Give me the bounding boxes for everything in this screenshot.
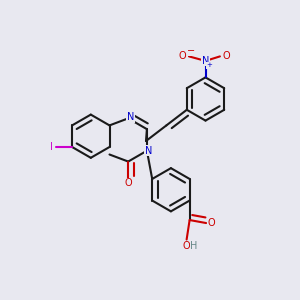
Text: N: N: [127, 112, 134, 122]
Text: N: N: [145, 146, 152, 156]
Text: N: N: [202, 56, 209, 66]
Text: O: O: [178, 51, 186, 61]
Text: O: O: [223, 51, 230, 61]
Text: O: O: [124, 178, 132, 188]
Text: H: H: [190, 241, 198, 251]
Text: +: +: [206, 62, 212, 68]
Text: −: −: [187, 46, 196, 56]
Text: O: O: [208, 218, 215, 228]
Text: O: O: [183, 241, 190, 251]
Text: I: I: [50, 142, 52, 152]
